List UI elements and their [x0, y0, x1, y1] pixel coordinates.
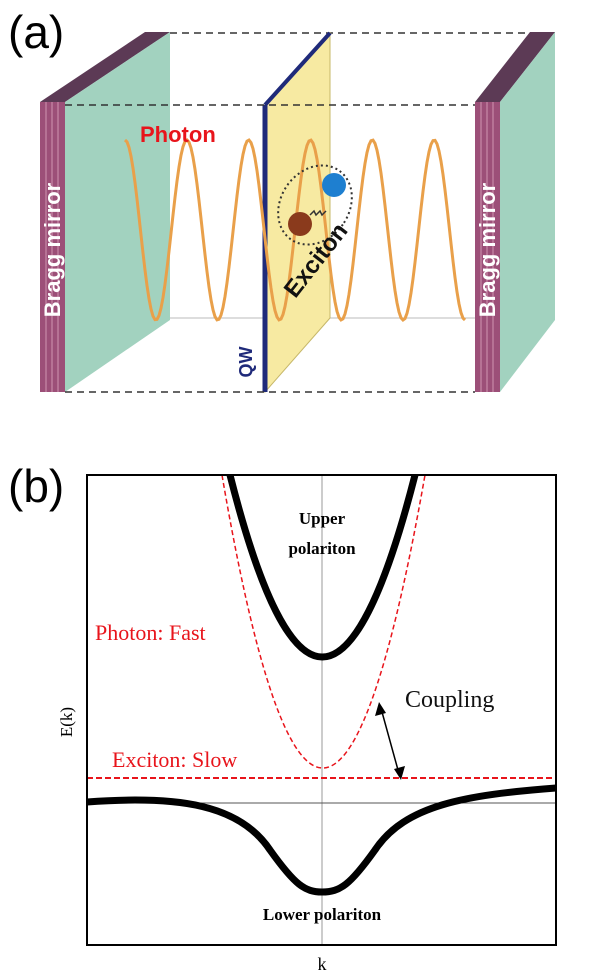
upper-polariton-label: polariton	[288, 539, 356, 558]
qw-label: QW	[236, 346, 256, 377]
page: (a) Photon Bragg mirror Bragg mirror Exc…	[0, 0, 597, 977]
panel-label: (b)	[8, 460, 64, 512]
coupling-label: Coupling	[405, 687, 494, 713]
photon-label: Photon	[140, 122, 216, 147]
exciton-curve-label: Exciton: Slow	[112, 747, 237, 772]
mirror-label: Bragg mirror	[475, 182, 500, 317]
photon-curve-label: Photon: Fast	[95, 620, 206, 645]
figure: (a) Photon Bragg mirror Bragg mirror Exc…	[0, 0, 597, 977]
mirror-label: Bragg mirror	[40, 182, 65, 317]
x-axis-label: k	[318, 954, 327, 974]
panel-label: (a)	[8, 6, 64, 58]
upper-polariton-label: Upper	[299, 509, 346, 528]
y-axis-label: E(k)	[57, 707, 76, 737]
lower-polariton-label: Lower polariton	[263, 905, 382, 924]
